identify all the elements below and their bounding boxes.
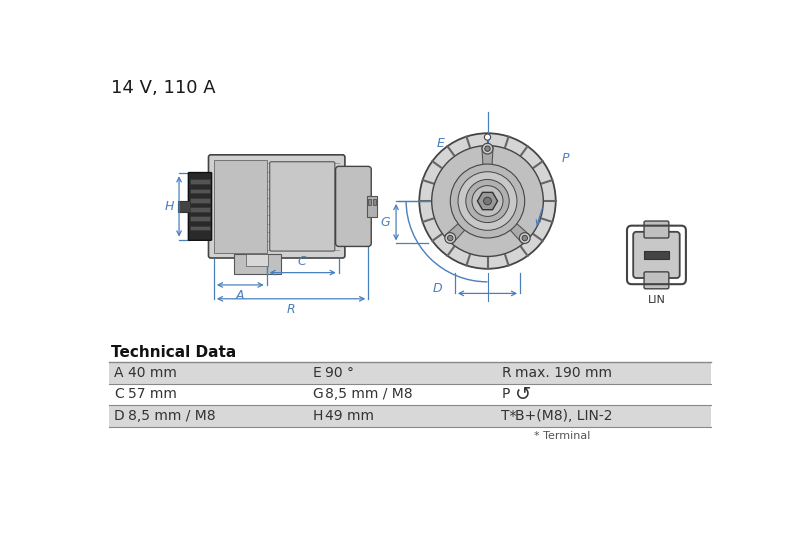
Text: G: G	[380, 216, 390, 229]
Bar	[110, 405, 710, 426]
Text: Technical Data: Technical Data	[111, 345, 236, 360]
FancyBboxPatch shape	[270, 161, 335, 251]
Circle shape	[482, 143, 493, 154]
Text: B+(M8), LIN-2: B+(M8), LIN-2	[515, 409, 613, 423]
FancyBboxPatch shape	[644, 221, 669, 238]
FancyBboxPatch shape	[336, 166, 371, 246]
Polygon shape	[444, 208, 480, 244]
Text: A: A	[236, 289, 245, 302]
FancyBboxPatch shape	[634, 232, 680, 278]
Bar	[190, 189, 210, 193]
Circle shape	[484, 197, 491, 205]
Bar	[644, 251, 669, 259]
Bar	[190, 207, 210, 212]
Text: 49 mm: 49 mm	[325, 409, 374, 423]
Circle shape	[447, 236, 453, 241]
Bar	[234, 254, 281, 274]
Circle shape	[522, 236, 527, 241]
Text: D: D	[433, 282, 442, 295]
Text: 40 mm: 40 mm	[128, 366, 177, 379]
Text: ↺: ↺	[515, 385, 532, 404]
Text: C: C	[298, 255, 306, 268]
Text: E: E	[312, 366, 321, 379]
Polygon shape	[478, 192, 498, 209]
Bar	[110, 384, 710, 405]
Bar	[214, 160, 266, 253]
Bar	[190, 225, 210, 230]
Bar	[190, 198, 210, 203]
Text: 14 V, 110 A: 14 V, 110 A	[111, 79, 215, 98]
Text: P: P	[502, 387, 510, 401]
Circle shape	[519, 232, 530, 244]
Text: max. 190 mm: max. 190 mm	[515, 366, 613, 379]
Text: 57 mm: 57 mm	[128, 387, 177, 401]
Text: 90 °: 90 °	[325, 366, 354, 379]
Text: 8,5 mm / M8: 8,5 mm / M8	[325, 387, 412, 401]
Bar	[366, 196, 378, 217]
Polygon shape	[482, 146, 493, 188]
Circle shape	[472, 185, 503, 216]
Polygon shape	[494, 208, 530, 244]
Bar	[373, 199, 376, 205]
Text: * Terminal: * Terminal	[534, 431, 590, 441]
Text: C: C	[114, 387, 124, 401]
Text: P: P	[562, 152, 569, 165]
Bar	[368, 199, 371, 205]
FancyBboxPatch shape	[644, 272, 669, 289]
Bar	[246, 254, 268, 266]
Bar	[190, 180, 210, 184]
Bar	[110, 362, 710, 384]
Text: T*: T*	[502, 409, 517, 423]
Text: 8,5 mm / M8: 8,5 mm / M8	[128, 409, 215, 423]
Text: LIN: LIN	[647, 295, 666, 305]
Text: D: D	[114, 409, 125, 423]
Circle shape	[485, 134, 490, 140]
FancyBboxPatch shape	[209, 155, 345, 258]
Text: R: R	[286, 303, 295, 316]
Circle shape	[445, 232, 456, 244]
Circle shape	[419, 133, 556, 269]
Circle shape	[450, 164, 525, 238]
Text: G: G	[312, 387, 323, 401]
FancyBboxPatch shape	[188, 173, 211, 240]
Bar	[190, 216, 210, 221]
Circle shape	[485, 146, 490, 151]
Circle shape	[458, 172, 517, 230]
Bar	[178, 201, 190, 212]
Text: R: R	[502, 366, 511, 379]
Text: H: H	[312, 409, 322, 423]
Text: E: E	[437, 137, 445, 150]
Circle shape	[466, 180, 510, 223]
Text: H: H	[165, 200, 174, 213]
Text: A: A	[114, 366, 123, 379]
Circle shape	[432, 146, 543, 256]
